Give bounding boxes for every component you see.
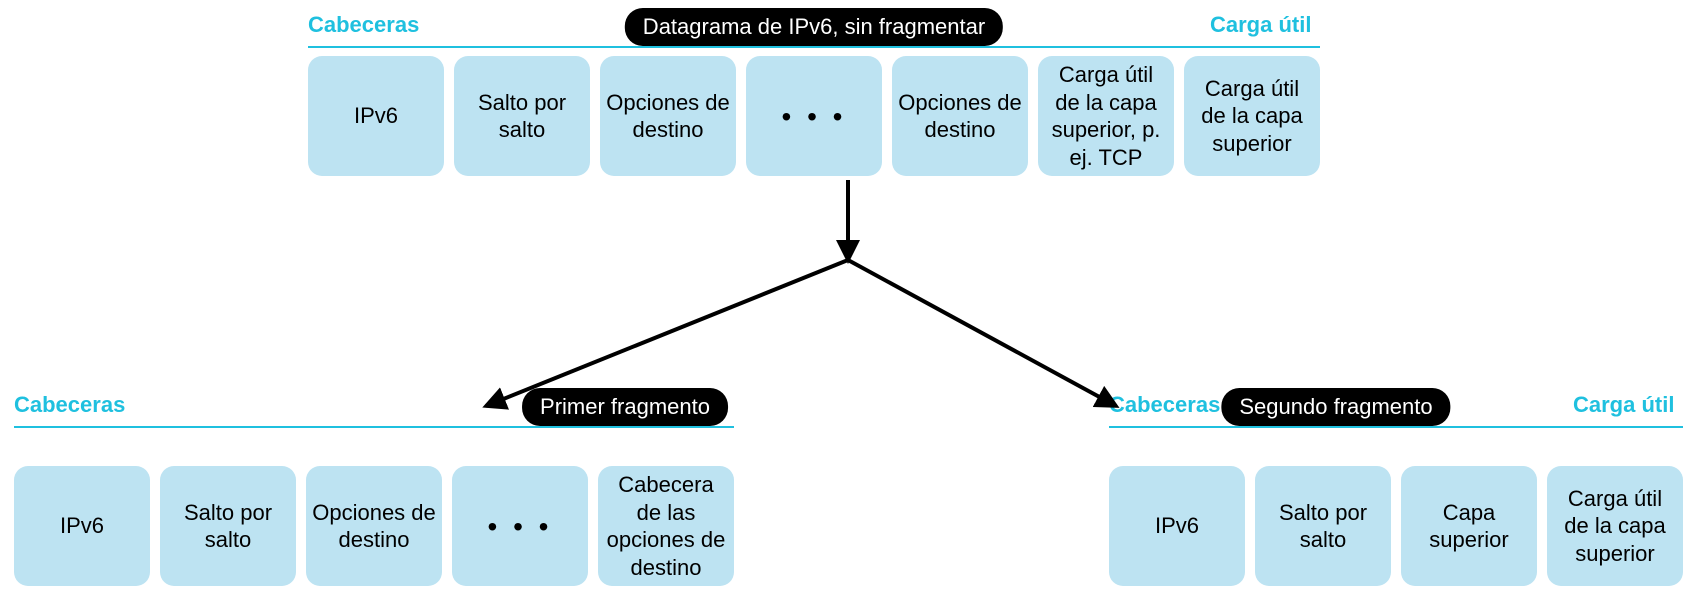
bl-box-4: Cabecera de las opciones de destino [598,466,734,586]
br-box-3: Carga útil de la capa superior [1547,466,1683,586]
bl-box-2: Opciones de destino [306,466,442,586]
br-payload-label: Carga útil [1573,392,1674,418]
top-box-6: Carga útil de la capa superior [1184,56,1320,176]
top-box-3: • • • [746,56,882,176]
br-box-1: Salto por salto [1255,466,1391,586]
top-headers-label: Cabeceras [308,12,419,38]
bl-box-1: Salto por salto [160,466,296,586]
bl-box-3: • • • [452,466,588,586]
top-box-2: Opciones de destino [600,56,736,176]
top-hr [308,46,1320,48]
top-box-4: Opciones de destino [892,56,1028,176]
top-payload-label: Carga útil [1210,12,1311,38]
bl-box-0: IPv6 [14,466,150,586]
top-title-pill: Datagrama de IPv6, sin fragmentar [625,8,1003,46]
bl-title-pill: Primer fragmento [522,388,728,426]
br-hr [1109,426,1683,428]
top-box-0: IPv6 [308,56,444,176]
br-headers-label: Cabeceras [1109,392,1220,418]
top-box-1: Salto por salto [454,56,590,176]
br-box-2: Capa superior [1401,466,1537,586]
br-box-0: IPv6 [1109,466,1245,586]
top-box-5: Carga útil de la capa superior, p. ej. T… [1038,56,1174,176]
bl-hr [14,426,734,428]
br-title-pill: Segundo fragmento [1221,388,1450,426]
bl-headers-label: Cabeceras [14,392,125,418]
